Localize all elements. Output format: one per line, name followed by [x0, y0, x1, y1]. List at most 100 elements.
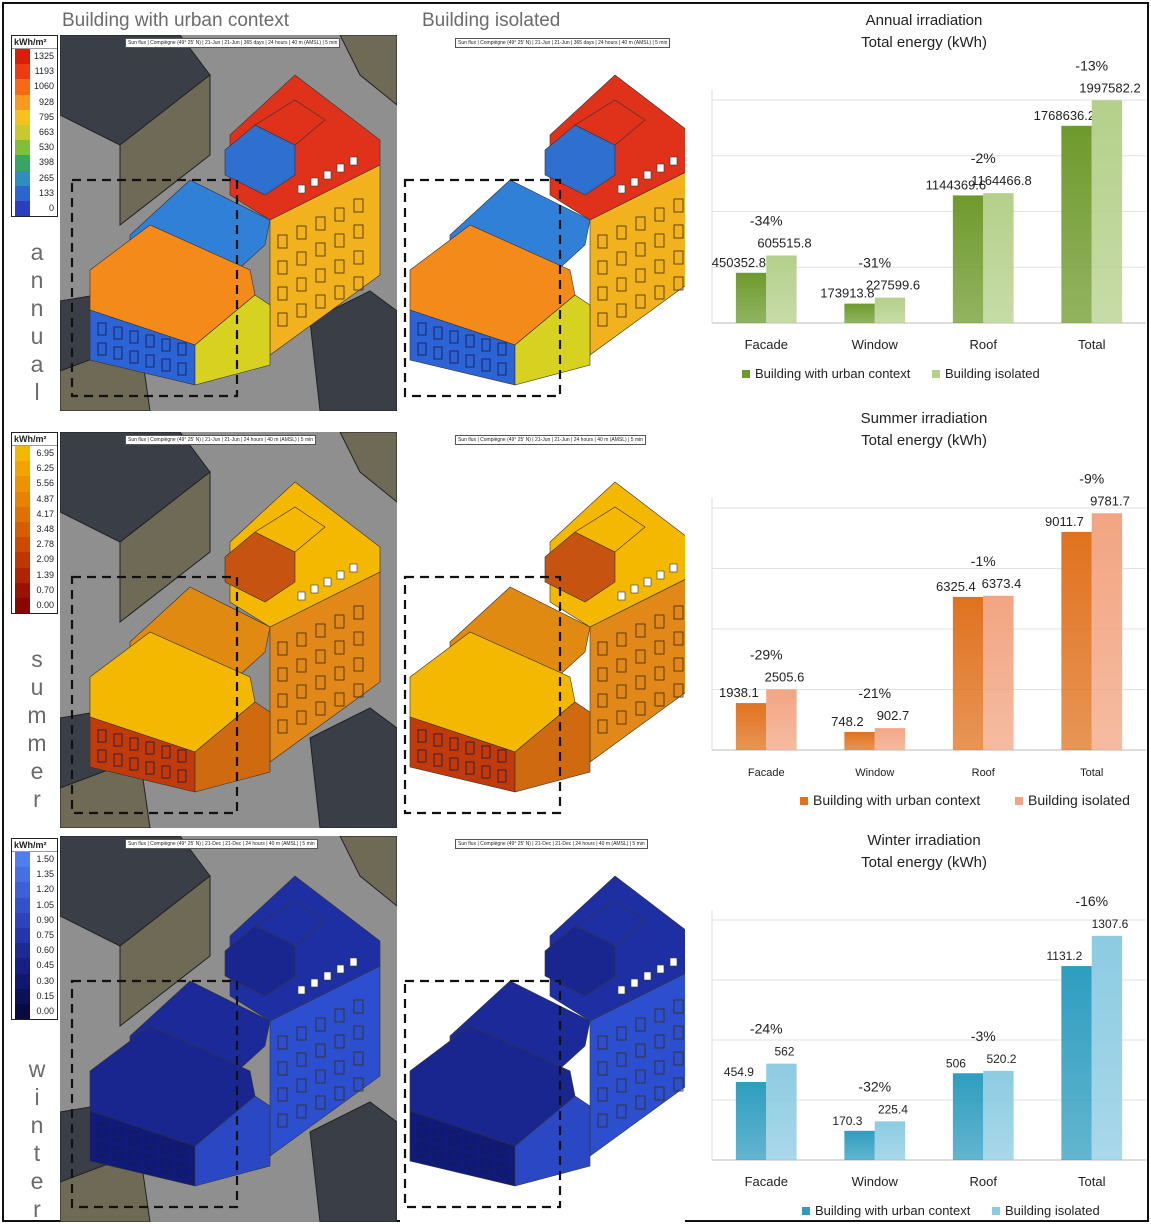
window	[277, 1113, 288, 1128]
window	[673, 605, 684, 620]
dormer	[643, 577, 652, 587]
legend-value: 530	[38, 142, 54, 153]
legend-swatch	[15, 506, 30, 522]
legend-swatch	[15, 79, 30, 95]
legend-swatch	[15, 140, 30, 156]
neighbor-wall	[339, 35, 397, 106]
season-letter: s	[31, 646, 43, 672]
bar-context-total	[1061, 966, 1092, 1160]
context-scene-svg	[60, 432, 397, 828]
window	[277, 719, 288, 734]
legend-step: 1.39	[12, 567, 57, 583]
side-facade	[514, 701, 591, 793]
dormer	[656, 964, 665, 974]
bar-context-roof	[952, 195, 984, 323]
chart-title: Summer irradiation	[860, 410, 988, 427]
legend-entry: Building isolated	[1028, 792, 1130, 808]
window	[616, 1078, 627, 1093]
window	[161, 1139, 171, 1153]
window	[353, 631, 364, 646]
legend-value: 1193	[34, 66, 54, 77]
window	[145, 741, 155, 755]
legend-swatch	[15, 567, 30, 583]
dashed-focus-box	[403, 575, 562, 815]
legend-swatch	[992, 1207, 1000, 1215]
window	[277, 312, 288, 327]
bar-isolated-window	[874, 728, 906, 750]
bar-isolated-total	[1091, 513, 1123, 750]
legend-swatch	[15, 852, 30, 868]
window	[654, 640, 665, 655]
legend-value: 0.70	[36, 584, 54, 595]
dashed-focus-box	[403, 979, 562, 1209]
percent-annotation: -9%	[1079, 470, 1104, 486]
window	[129, 737, 139, 751]
dormer	[310, 177, 319, 187]
legend-swatch	[15, 109, 30, 125]
category-tick-label: Window	[852, 1174, 899, 1189]
legend-step: 0.60	[12, 943, 57, 959]
legend-step: 6.25	[12, 461, 57, 477]
category-tick-label: Roof	[970, 337, 998, 352]
dormer	[323, 577, 332, 587]
building-model	[409, 74, 685, 386]
legend-swatch	[15, 124, 30, 141]
percent-annotation: -16%	[1075, 893, 1108, 909]
percent-annotation: -21%	[858, 685, 891, 701]
legend-value: 0.30	[36, 975, 54, 986]
scene-caption-isolated: Sun flux | Compiègne (49° 25' N) | 21-De…	[455, 839, 648, 849]
data-label: 1164466.8	[971, 173, 1032, 188]
window	[635, 242, 646, 257]
data-label: 170.3	[832, 1114, 862, 1128]
neighbor-roof	[309, 290, 397, 411]
data-label: 1307.6	[1092, 917, 1129, 931]
legend-swatch	[15, 491, 30, 507]
dormer	[630, 978, 639, 988]
bar-isolated-total	[1091, 100, 1123, 323]
window	[177, 749, 187, 763]
chart-summer: Summer irradiation Total energy (kWh) 1938…	[700, 408, 1148, 818]
window	[334, 1008, 345, 1023]
isolated-scene-annual	[400, 35, 685, 411]
chart-annual: Annual irradiation Total energy (kWh) 4503…	[700, 10, 1148, 388]
legend-value: 265	[38, 172, 54, 183]
category-tick-label: Total	[1078, 337, 1106, 352]
season-letter: n	[30, 1112, 44, 1138]
window	[296, 710, 307, 725]
window	[433, 1147, 443, 1161]
window	[296, 1052, 307, 1067]
bar-context-window	[844, 303, 875, 323]
window	[597, 1087, 608, 1102]
window	[113, 1127, 123, 1141]
legend-swatch	[15, 185, 30, 201]
window	[654, 259, 665, 274]
season-letter: r	[33, 786, 41, 812]
context-scene-svg	[60, 35, 397, 411]
chart-title: Winter irradiation	[867, 832, 981, 849]
data-label: 2505.6	[765, 669, 805, 684]
legend-value: 133	[38, 187, 54, 198]
legend-step: 0.70	[12, 582, 57, 598]
bar-context-total	[1061, 531, 1092, 750]
courtyard-roof	[574, 900, 646, 947]
dormer	[643, 971, 652, 981]
percent-annotation: -3%	[971, 1028, 996, 1044]
data-label: 6373.4	[982, 576, 1022, 591]
window	[296, 277, 307, 292]
window	[673, 224, 684, 239]
data-label: 748.2	[831, 714, 864, 729]
dashed-focus-box	[70, 178, 239, 398]
season-letter: m	[27, 730, 47, 756]
data-label: 1131.2	[1047, 949, 1083, 963]
window	[654, 285, 665, 300]
dormer	[297, 985, 306, 995]
window	[334, 614, 345, 629]
legend-value: 1.05	[36, 899, 54, 910]
window	[296, 1078, 307, 1093]
legend-step: 2.78	[12, 537, 57, 553]
bar-context-window	[844, 731, 875, 750]
bar-isolated-facade	[766, 689, 797, 750]
window	[673, 657, 684, 672]
window	[597, 719, 608, 734]
